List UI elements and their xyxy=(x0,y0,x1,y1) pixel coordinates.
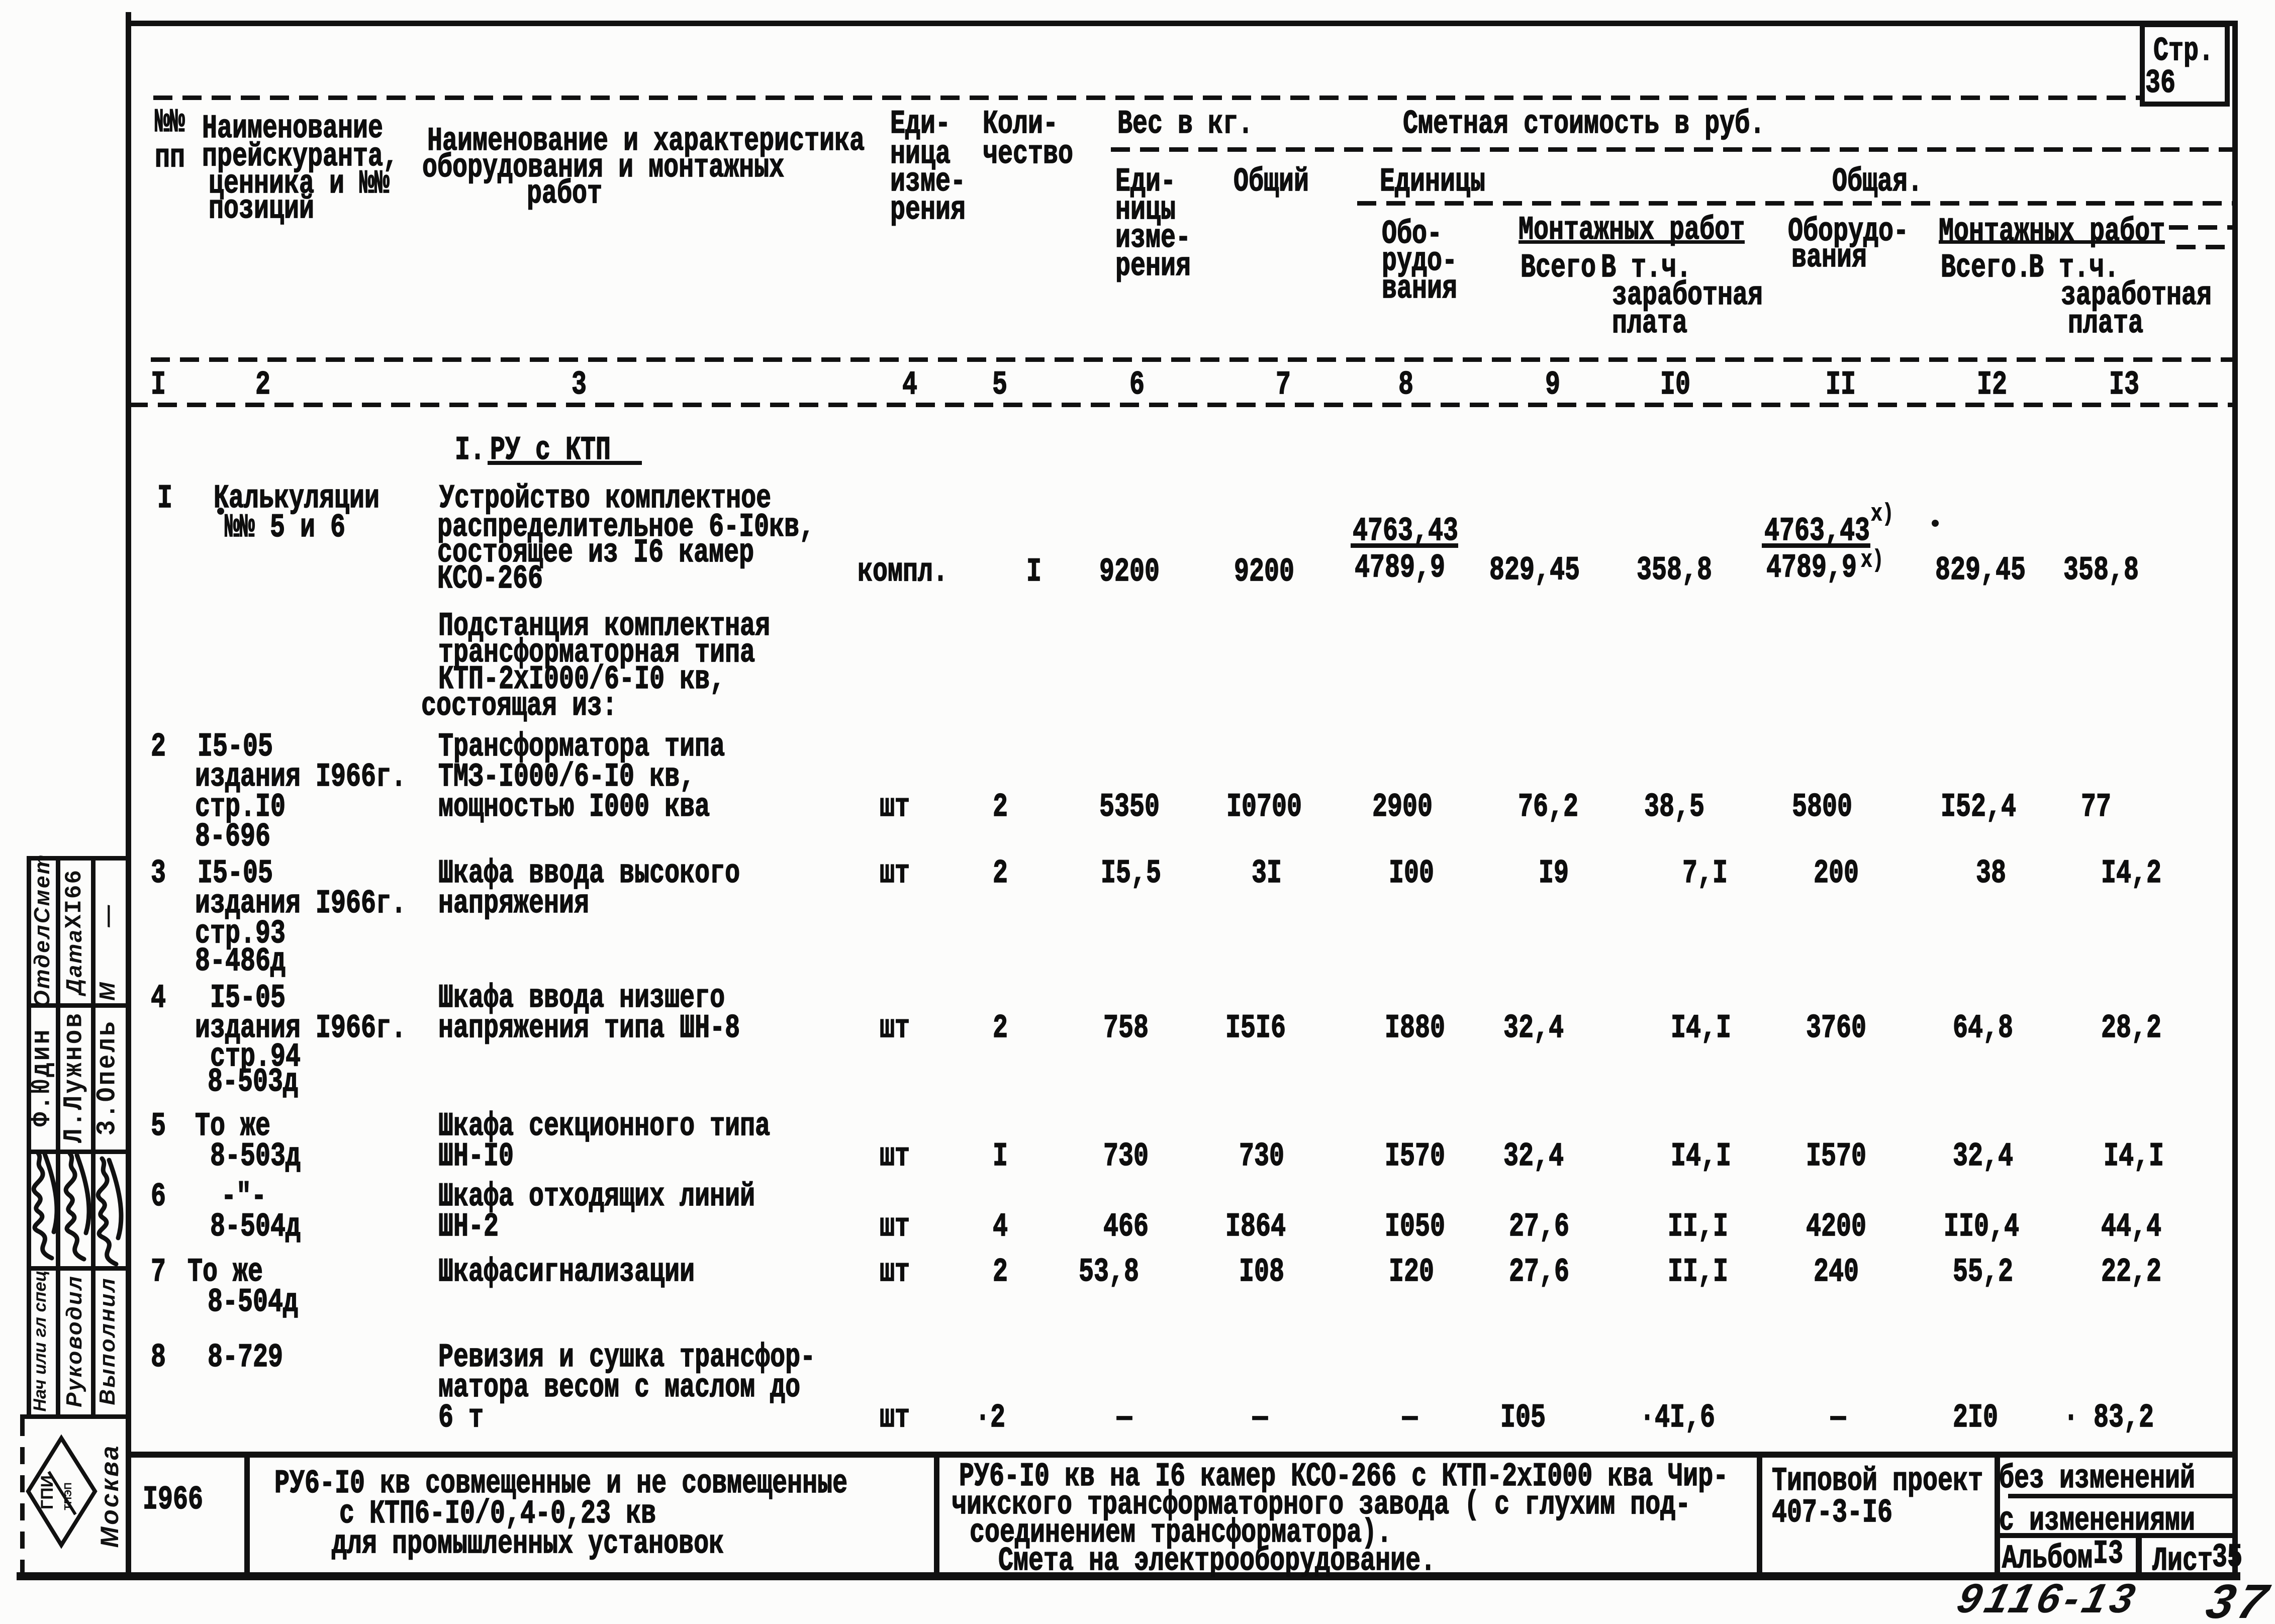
svg-text:ТПЭП: ТПЭП xyxy=(63,1482,74,1510)
svg-text:ГПИ: ГПИ xyxy=(38,1475,57,1509)
